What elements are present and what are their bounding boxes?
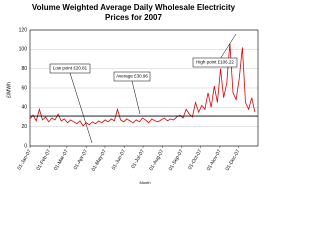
y-tick-label: 0: [24, 143, 27, 149]
y-tick-label: 40: [21, 105, 27, 111]
x-tick-label: 01-Aug-07: [148, 148, 165, 171]
annotation-box: [192, 57, 238, 68]
annotation: Low point £20.81: [53, 66, 88, 71]
x-tick-label: 01-Nov-07: [206, 148, 223, 171]
chart-title: Volume Weighted Average Daily Wholesale …: [31, 3, 236, 22]
chart: £/MWh Month 0 20 40 60 80 100 120 01-Jan-07 01-F…: [6, 27, 259, 185]
annotation-box: [113, 71, 151, 82]
y-tick-label: 120: [19, 27, 28, 33]
x-tick-label: 01-Jul-07: [130, 148, 146, 169]
annotation-arrow: [131, 80, 141, 115]
annotation: Average £30.96: [116, 74, 148, 79]
annotation-box: [49, 63, 91, 74]
x-tick-label: 01-Jun-07: [111, 148, 128, 171]
x-tick-label: 01-Apr-07: [73, 148, 89, 170]
x-tick-label: 01-Jan-07: [16, 148, 33, 171]
x-tick-label: 01-May-07: [91, 148, 108, 172]
x-tick-label: 01-Sep-07: [168, 148, 185, 171]
x-tick-label: 01-Dec-07: [225, 148, 242, 171]
y-tick-label: 80: [21, 66, 27, 72]
y-tick-label: 60: [21, 85, 27, 91]
plot-frame: [29, 29, 259, 147]
x-tick-label: 01-Mar-07: [53, 148, 70, 171]
x-tick-label: 01-Oct-07: [187, 148, 203, 170]
chart-container: Volume Weighted Average Daily Wholesale …: [6, 3, 259, 185]
y-tick-label: 20: [21, 124, 27, 130]
price-line: [29, 43, 256, 127]
x-axis-label: Month: [139, 180, 150, 185]
annotation: High point £106.22: [196, 60, 234, 65]
annotation-arrow: [69, 72, 93, 144]
y-tick-label: 100: [19, 47, 28, 53]
y-axis-label: £/MWh: [6, 82, 12, 98]
x-tick-label: 01-Feb-07: [36, 148, 53, 171]
